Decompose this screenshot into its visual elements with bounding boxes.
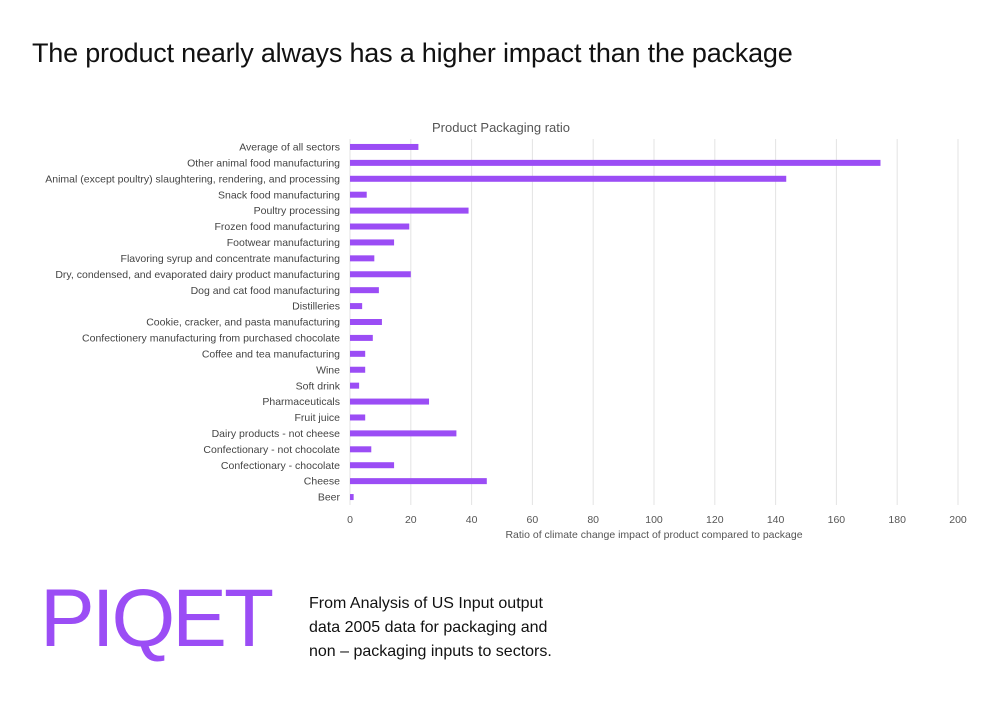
chart-title: Product Packaging ratio [432, 120, 570, 135]
bar [350, 175, 787, 182]
x-tick-label: 100 [645, 514, 663, 526]
x-tick-label: 200 [949, 514, 967, 526]
category-label: Other animal food manufacturing [187, 157, 340, 169]
bar [350, 398, 430, 405]
category-label: Cookie, cracker, and pasta manufacturing [146, 317, 340, 329]
bar [350, 494, 354, 501]
bar [350, 430, 457, 437]
bar [350, 350, 366, 357]
category-label: Dog and cat food manufacturing [191, 285, 341, 297]
piqet-logo: PIQET [40, 573, 274, 664]
bar [350, 255, 375, 262]
bar [350, 271, 411, 278]
bar [350, 334, 373, 341]
bar [350, 223, 410, 230]
category-label: Frozen food manufacturing [215, 221, 341, 233]
bar [350, 366, 366, 373]
x-tick-label: 60 [527, 514, 539, 526]
bar [350, 207, 469, 214]
category-label: Soft drink [296, 380, 341, 392]
x-tick-labels: 0 20 40 60 80 100 120 140 160 180 200 [347, 514, 967, 526]
category-label: Footwear manufacturing [227, 237, 340, 249]
bar [350, 303, 363, 310]
category-label: Animal (except poultry) slaughtering, re… [45, 173, 340, 185]
category-label: Snack food manufacturing [218, 189, 340, 201]
category-label: Poultry processing [254, 205, 341, 217]
category-label: Dry, condensed, and evaporated dairy pro… [55, 269, 340, 281]
category-label: Fruit juice [294, 412, 340, 424]
x-tick-label: 40 [466, 514, 478, 526]
category-label: Beer [318, 492, 341, 504]
source-note: From Analysis of US Input output data 20… [309, 595, 552, 660]
bars [350, 143, 881, 501]
x-tick-label: 180 [888, 514, 906, 526]
category-labels: Average of all sectors Other animal food … [45, 142, 340, 504]
category-label: Dairy products - not cheese [212, 428, 341, 440]
bar [350, 143, 419, 150]
x-tick-label: 20 [405, 514, 417, 526]
bar [350, 446, 372, 453]
category-label: Confectionary - not chocolate [203, 444, 340, 456]
category-label: Pharmaceuticals [262, 396, 340, 408]
grid-lines [349, 139, 959, 505]
bar [350, 287, 379, 294]
category-label: Confectionery manufacturing from purchas… [82, 333, 340, 345]
category-label: Coffee and tea manufacturing [202, 348, 340, 360]
x-tick-label: 160 [828, 514, 846, 526]
bar [350, 191, 367, 198]
x-axis-label: Ratio of climate change impact of produc… [505, 529, 802, 541]
bar-chart: Product Packaging ratio Average of all s… [45, 120, 967, 541]
x-tick-label: 120 [706, 514, 724, 526]
bar [350, 159, 881, 166]
bar [350, 462, 395, 469]
category-label: Cheese [304, 476, 340, 488]
category-label: Confectionary - chocolate [221, 460, 340, 472]
category-label: Average of all sectors [239, 142, 340, 154]
bar [350, 414, 366, 421]
category-label: Distilleries [292, 301, 340, 313]
x-tick-label: 80 [587, 514, 599, 526]
bar [350, 478, 487, 485]
x-tick-label: 0 [347, 514, 353, 526]
bar [350, 382, 360, 389]
category-label: Flavoring syrup and concentrate manufact… [121, 253, 341, 265]
bar [350, 239, 395, 246]
x-tick-label: 140 [767, 514, 785, 526]
bar [350, 319, 382, 325]
category-label: Wine [316, 364, 340, 376]
page-headline: The product nearly always has a higher i… [32, 38, 793, 68]
